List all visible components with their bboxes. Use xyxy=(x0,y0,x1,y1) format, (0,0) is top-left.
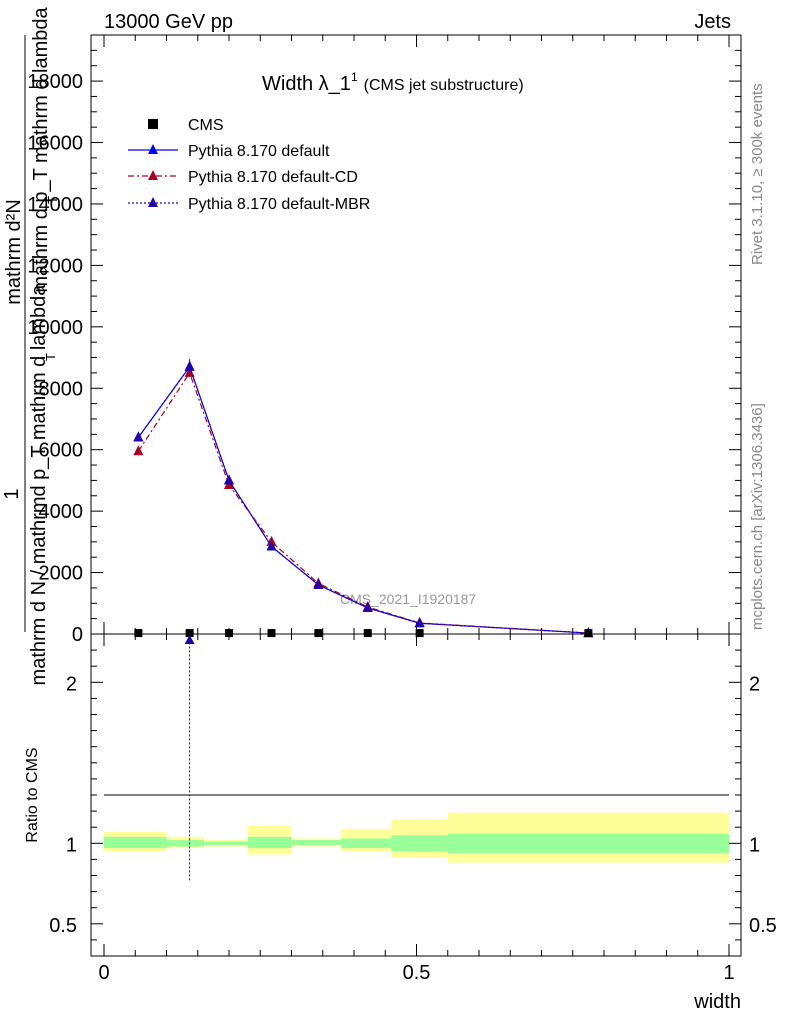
series-point xyxy=(414,617,425,628)
x-axis-label: width xyxy=(693,991,741,1013)
cms-point xyxy=(267,629,276,638)
ratio-mbr-marker xyxy=(184,635,195,644)
legend-label: Pythia 8.170 default xyxy=(188,143,330,160)
band-inner xyxy=(391,835,448,852)
legend-marker xyxy=(148,170,158,180)
legend-marker xyxy=(148,144,158,154)
ratio-x-ticks: 0 0.5 1 xyxy=(98,634,735,984)
y-tick-label: 14000 xyxy=(27,194,83,216)
cms-point xyxy=(225,629,233,638)
cms-point xyxy=(415,629,424,638)
y-tick-label: 2000 xyxy=(39,563,84,585)
band-inner xyxy=(204,841,248,845)
y-tick-label: 0 xyxy=(72,624,83,646)
legend-label: CMS xyxy=(188,117,224,134)
ratio-y-tick-label-right: 1 xyxy=(749,834,760,856)
series-line xyxy=(137,371,589,634)
y-label-numerator: mathrm d²N xyxy=(3,199,25,305)
band-inner xyxy=(341,838,392,849)
y-tick-label: 10000 xyxy=(27,317,83,339)
cms-points xyxy=(134,629,593,638)
band-inner xyxy=(447,833,729,853)
ratio-y-ticks: 0.5 0.5 1 1 2 2 xyxy=(49,649,777,941)
main-y-ticks: 0 2000 4000 6000 8000 10000 12000 14000 16000 180… xyxy=(27,34,741,646)
band-inner xyxy=(247,836,292,849)
legend-marker-cms xyxy=(148,119,158,129)
band-inner xyxy=(291,840,342,845)
y-tick-label: 12000 xyxy=(27,255,83,277)
chart-title: Width λ_11 (CMS jet substructure) xyxy=(262,70,524,95)
series-point xyxy=(133,445,144,456)
legend-label: Pythia 8.170 default-MBR xyxy=(188,196,370,213)
series-point xyxy=(133,431,144,442)
ratio-y-tick-label: 0.5 xyxy=(49,915,77,937)
mcplots-info: mcplots.cern.ch [arXiv:1306.3436] xyxy=(749,403,766,630)
y-tick-label: 8000 xyxy=(39,378,84,400)
y-label-denominator: mathrm d p_T mathrm d lambda xyxy=(30,6,52,292)
legend-label: Pythia 8.170 default-CD xyxy=(188,169,358,186)
cms-point xyxy=(134,629,143,638)
series-point xyxy=(313,578,324,589)
y-label-den-sub: T xyxy=(45,196,60,204)
analysis-watermark: CMS_2021_I1920187 xyxy=(340,591,476,607)
cms-point xyxy=(584,629,593,638)
x-tick-label: 1 xyxy=(723,962,734,984)
ratio-y-tick-label-right: 2 xyxy=(749,673,760,695)
y-tick-label: 6000 xyxy=(39,440,84,462)
x-tick-label: 0.5 xyxy=(403,962,431,984)
rivet-info: Rivet 3.1.10, ≥ 300k events xyxy=(749,83,766,265)
series-point xyxy=(224,474,234,485)
ratio-lines xyxy=(184,635,195,881)
y-tick-label: 4000 xyxy=(39,501,84,523)
series-point xyxy=(362,601,373,612)
band-inner xyxy=(166,840,204,847)
main-x-ticks xyxy=(103,35,730,634)
ratio-y-tick-label-right: 0.5 xyxy=(749,915,777,937)
legend: CMS Pythia 8.170 default Pythia 8.170 defa… xyxy=(128,117,370,213)
y-tick-label: 18000 xyxy=(27,71,83,93)
y-label-inner-sub: T xyxy=(43,353,58,361)
cms-point xyxy=(185,629,194,638)
x-tick-label: 0 xyxy=(98,962,109,984)
y-label-inner: mathrm d N / mathrmd p_T mathrm d lambda xyxy=(28,284,50,686)
main-y-axis-label: mathrm d²N mathrm d p_T mathrm d lambda … xyxy=(1,6,60,685)
cms-point xyxy=(363,629,372,638)
ratio-y-tick-label: 1 xyxy=(66,834,77,856)
ratio-y-tick-label: 2 xyxy=(66,673,77,695)
series-point xyxy=(266,540,277,551)
ratio-uncertainty-bands xyxy=(104,812,729,863)
header-left: 13000 GeV pp xyxy=(104,11,233,33)
series-line xyxy=(137,365,589,634)
band-inner xyxy=(104,836,167,849)
header-right: Jets xyxy=(694,11,731,33)
ratio-y-axis-label: Ratio to CMS xyxy=(24,747,41,842)
y-tick-label: 16000 xyxy=(27,133,83,155)
cms-point xyxy=(314,629,323,638)
y-label-prefactor: 1 xyxy=(1,488,23,499)
legend-marker xyxy=(148,197,158,207)
